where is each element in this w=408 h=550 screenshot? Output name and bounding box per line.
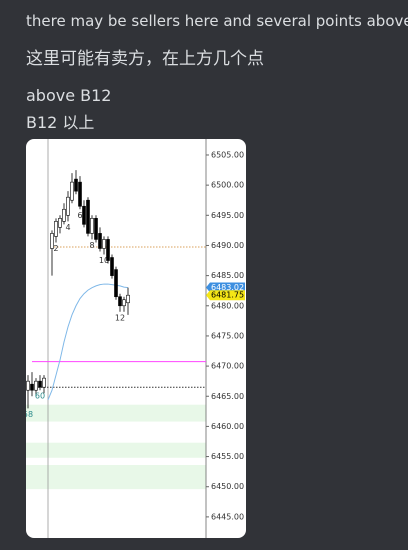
message: B12 以上 xyxy=(26,113,95,132)
candle-body xyxy=(82,205,86,225)
candle-body xyxy=(58,218,62,228)
candle-body xyxy=(90,218,94,234)
candle-body xyxy=(106,239,110,261)
bar-label: 60 xyxy=(35,392,45,401)
bar-label: 10 xyxy=(99,256,109,265)
bar-label: 2 xyxy=(53,244,58,253)
message: above B12 xyxy=(26,86,112,105)
chart-image[interactable]: 6505.00 6500.00 6495.00 6490.00 6485.00 6480.… xyxy=(26,139,246,538)
candle-body xyxy=(66,196,70,216)
candle-body xyxy=(70,181,74,201)
candle-body xyxy=(42,377,46,388)
candle-body xyxy=(118,296,122,307)
message: 这里可能有卖方，在上方几个点 xyxy=(26,49,264,69)
y-tick-label: 6500.00 xyxy=(211,181,244,190)
candle-body xyxy=(86,199,90,234)
candle-body xyxy=(126,294,130,304)
candle-body xyxy=(30,383,34,391)
price-tag xyxy=(206,290,245,301)
y-tick-label: 6490.00 xyxy=(211,241,244,250)
y-tick-label: 6450.00 xyxy=(211,482,244,491)
candle-body xyxy=(50,233,54,249)
message: there may be sellers here and several po… xyxy=(26,12,408,30)
y-tick-label: 6480.00 xyxy=(211,301,244,310)
y-tick-label: 6470.00 xyxy=(211,362,244,371)
candle-body xyxy=(110,257,114,276)
bar-label: 6 xyxy=(77,211,82,220)
chart-background xyxy=(26,139,246,538)
bar-label: 8 xyxy=(89,241,94,250)
y-tick-label: 6505.00 xyxy=(211,150,244,159)
candle-body xyxy=(34,380,38,391)
price-tag xyxy=(206,282,245,293)
bar-label: 58 xyxy=(26,410,33,419)
y-tick-label: 6455.00 xyxy=(211,452,244,461)
zone xyxy=(26,465,206,490)
y-tick-label: 6460.00 xyxy=(211,422,244,431)
zone xyxy=(26,442,206,458)
candle-body xyxy=(98,233,102,249)
y-tick-label: 6465.00 xyxy=(211,392,244,401)
candle-body xyxy=(74,178,78,192)
candle-body xyxy=(38,380,42,388)
bar-label: 12 xyxy=(115,313,125,322)
y-tick-label: 6495.00 xyxy=(211,211,244,220)
y-tick-label: 6485.00 xyxy=(211,271,244,280)
candle-body xyxy=(102,239,106,249)
y-tick-label: 6445.00 xyxy=(211,512,244,521)
candle-body xyxy=(54,221,58,237)
candle-body xyxy=(26,380,30,391)
candle-body xyxy=(78,181,82,207)
zone xyxy=(26,404,206,422)
price-tag-label: 6481.75 xyxy=(211,291,244,300)
candle-body xyxy=(94,218,98,240)
bar-label: 4 xyxy=(65,223,70,232)
price-tag-label: 6483.02 xyxy=(211,283,244,292)
candle-body xyxy=(62,208,66,222)
y-tick-label: 6475.00 xyxy=(211,331,244,340)
candle-body xyxy=(114,269,118,298)
candle-body xyxy=(122,299,126,307)
